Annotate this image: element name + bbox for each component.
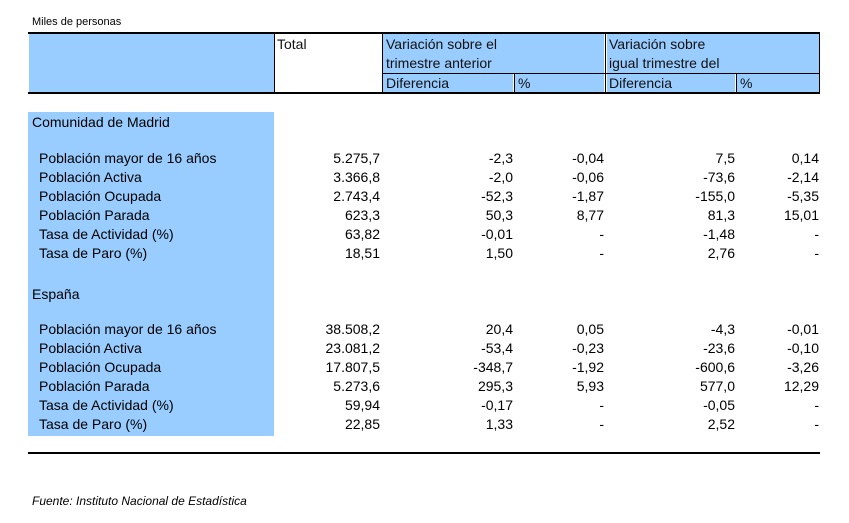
cell-pct-year: 15,01 <box>783 207 819 223</box>
cell-total: 623,3 <box>344 207 380 223</box>
cell-diff-year: -600,6 <box>695 359 735 375</box>
cell-diff-prev: -0,17 <box>481 397 513 413</box>
row-label-band <box>28 112 274 436</box>
table-row: Tasa de Paro (%) 22,85 1,33 - 2,52 - <box>0 416 849 435</box>
table-row: Tasa de Actividad (%) 59,94 -0,17 - -0,0… <box>0 397 849 416</box>
cell-diff-prev: 20,4 <box>485 321 513 337</box>
row-label: Población mayor de 16 años <box>39 150 217 166</box>
cell-diff-year: 81,3 <box>707 207 735 223</box>
cell-total: 59,94 <box>344 397 380 413</box>
row-label: Población Ocupada <box>39 359 162 375</box>
cell-pct-prev: 5,93 <box>576 378 604 394</box>
cell-total: 18,51 <box>344 245 380 261</box>
table-row: Tasa de Paro (%) 18,51 1,50 - 2,76 - <box>0 245 849 264</box>
cell-pct-prev: - <box>599 245 604 261</box>
cell-diff-year: -1,48 <box>703 226 735 242</box>
section-title-madrid: Comunidad de Madrid <box>32 114 170 130</box>
cell-pct-prev: 8,77 <box>576 207 604 223</box>
header-group2-line1: Variación sobre <box>609 36 706 52</box>
cell-diff-prev: 295,3 <box>477 378 513 394</box>
row-label: Población Parada <box>39 378 150 394</box>
cell-diff-prev: -348,7 <box>473 359 513 375</box>
cell-pct-prev: -0,23 <box>572 340 604 356</box>
row-label: Población Activa <box>39 169 142 185</box>
cell-pct-year: 0,14 <box>791 150 819 166</box>
cell-total: 38.508,2 <box>325 321 381 337</box>
table-row: Población mayor de 16 años 38.508,2 20,4… <box>0 321 849 340</box>
cell-diff-year: -4,3 <box>710 321 735 337</box>
row-label: Población Ocupada <box>39 188 162 204</box>
cell-pct-prev: -0,06 <box>572 169 604 185</box>
section-title-espana: España <box>32 286 80 302</box>
cell-pct-year: - <box>814 226 819 242</box>
cell-total: 3.366,8 <box>333 169 380 185</box>
cell-total: 23.081,2 <box>325 340 381 356</box>
cell-pct-prev: -1,87 <box>572 188 604 204</box>
row-label: Población mayor de 16 años <box>39 321 217 337</box>
header-total: Total <box>277 36 307 52</box>
cell-diff-prev: -2,0 <box>488 169 513 185</box>
cell-pct-prev: 0,05 <box>576 321 604 337</box>
table-bottom-rule <box>28 452 820 454</box>
table-row: Población Parada 5.273,6 295,3 5,93 577,… <box>0 378 849 397</box>
cell-pct-year: -0,10 <box>787 340 819 356</box>
cell-diff-year: -155,0 <box>695 188 735 204</box>
cell-diff-year: -0,05 <box>703 397 735 413</box>
cell-diff-prev: -52,3 <box>481 188 513 204</box>
header-group1-line1: Variación sobre el <box>386 36 498 52</box>
row-label: Tasa de Paro (%) <box>39 245 148 261</box>
cell-total: 2.743,4 <box>333 188 380 204</box>
cell-total: 22,85 <box>344 416 380 432</box>
row-label: Población Parada <box>39 207 150 223</box>
cell-pct-year: - <box>814 245 819 261</box>
cell-diff-prev: -2,3 <box>488 150 513 166</box>
header-group1-line2: trimestre anterior <box>386 55 492 71</box>
cell-pct-prev: - <box>599 226 604 242</box>
cell-pct-prev: - <box>599 397 604 413</box>
cell-diff-prev: -53,4 <box>481 340 513 356</box>
table-row: Población Parada 623,3 50,3 8,77 81,3 15… <box>0 207 849 226</box>
source-note: Fuente: Instituto Nacional de Estadístic… <box>32 494 247 508</box>
cell-diff-prev: 1,50 <box>485 245 513 261</box>
table-row: Tasa de Actividad (%) 63,82 -0,01 - -1,4… <box>0 226 849 245</box>
cell-diff-year: -23,6 <box>703 340 735 356</box>
cell-total: 5.275,7 <box>333 150 380 166</box>
row-label: Tasa de Paro (%) <box>39 416 148 432</box>
cell-pct-year: - <box>814 416 819 432</box>
cell-pct-year: -5,35 <box>787 188 819 204</box>
cell-diff-year: 2,52 <box>707 416 735 432</box>
header-pct-1: % <box>518 75 531 91</box>
table-row: Población Ocupada 17.807,5 -348,7 -1,92 … <box>0 359 849 378</box>
header-pct-2: % <box>740 75 753 91</box>
cell-pct-prev: -1,92 <box>572 359 604 375</box>
cell-pct-year: 12,29 <box>783 378 819 394</box>
cell-pct-year: - <box>814 397 819 413</box>
row-label: Tasa de Actividad (%) <box>39 226 174 242</box>
row-label: Tasa de Actividad (%) <box>39 397 174 413</box>
cell-diff-year: 2,76 <box>707 245 735 261</box>
cell-pct-year: -3,26 <box>787 359 819 375</box>
cell-total: 17.807,5 <box>325 359 381 375</box>
cell-total: 63,82 <box>344 226 380 242</box>
cell-diff-year: 577,0 <box>699 378 735 394</box>
row-label: Población Activa <box>39 340 142 356</box>
table-row: Población Activa 23.081,2 -53,4 -0,23 -2… <box>0 340 849 359</box>
cell-diff-prev: 1,33 <box>485 416 513 432</box>
cell-pct-prev: -0,04 <box>572 150 604 166</box>
header-group2-line2: igual trimestre del <box>609 55 720 71</box>
cell-pct-prev: - <box>599 416 604 432</box>
cell-pct-year: -0,01 <box>787 321 819 337</box>
table-caption: Miles de personas <box>32 16 122 28</box>
cell-diff-prev: 50,3 <box>485 207 513 223</box>
cell-diff-year: -73,6 <box>703 169 735 185</box>
cell-total: 5.273,6 <box>333 378 380 394</box>
header-diff-2: Diferencia <box>609 75 673 91</box>
table-row: Población Activa 3.366,8 -2,0 -0,06 -73,… <box>0 169 849 188</box>
cell-pct-year: -2,14 <box>787 169 819 185</box>
table-row: Población Ocupada 2.743,4 -52,3 -1,87 -1… <box>0 188 849 207</box>
table-row: Población mayor de 16 años 5.275,7 -2,3 … <box>0 150 849 169</box>
cell-diff-year: 7,5 <box>715 150 735 166</box>
header-diff-1: Diferencia <box>386 75 450 91</box>
cell-diff-prev: -0,01 <box>481 226 513 242</box>
